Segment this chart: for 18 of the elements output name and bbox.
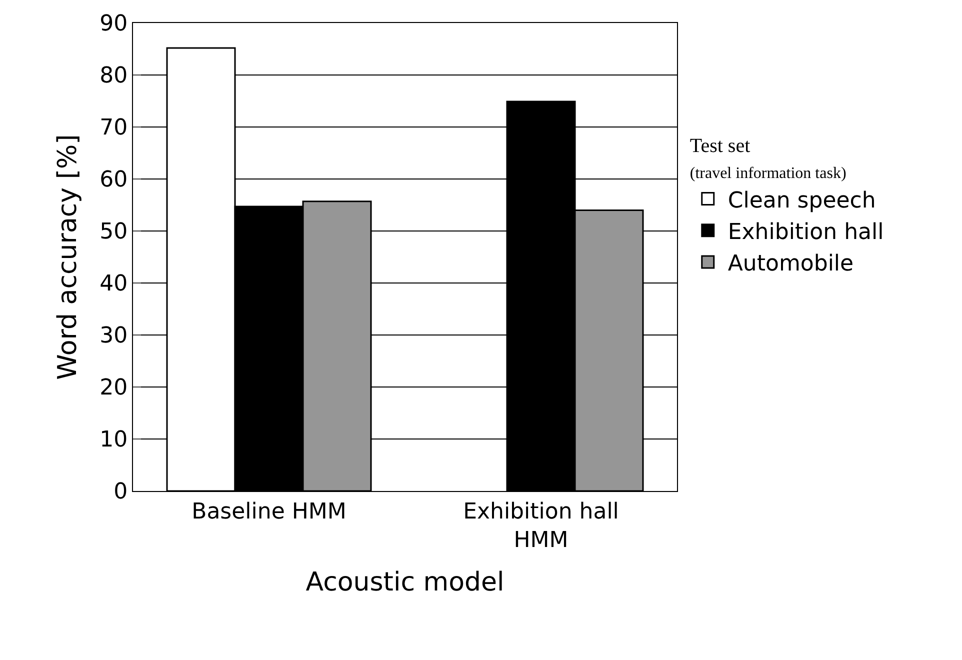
legend-label: Automobile bbox=[728, 252, 854, 277]
legend-title: Test set (travel information task) bbox=[690, 134, 846, 182]
y-tick-label: 60 bbox=[100, 168, 128, 193]
y-tick-label: 40 bbox=[100, 272, 128, 297]
legend-label: Clean speech bbox=[728, 188, 876, 214]
y-tick-label: 80 bbox=[100, 64, 128, 89]
y-tick-label: 10 bbox=[100, 428, 128, 453]
x-axis-title: Acoustic model bbox=[306, 568, 504, 598]
y-tick-label: 70 bbox=[100, 116, 128, 141]
legend-label: Exhibition hall bbox=[728, 220, 884, 245]
y-axis-title: Word accuracy [%] bbox=[53, 134, 83, 380]
y-tick-label: 20 bbox=[100, 376, 128, 401]
y-tick-label: 50 bbox=[100, 220, 128, 245]
x-tick-label: Baseline HMM bbox=[192, 499, 346, 524]
y-tick-label: 30 bbox=[100, 324, 128, 349]
y-tick-label: 0 bbox=[114, 480, 128, 505]
y-tick-label: 90 bbox=[100, 12, 128, 37]
x-tick-label: Exhibition hall HMM bbox=[463, 499, 619, 553]
